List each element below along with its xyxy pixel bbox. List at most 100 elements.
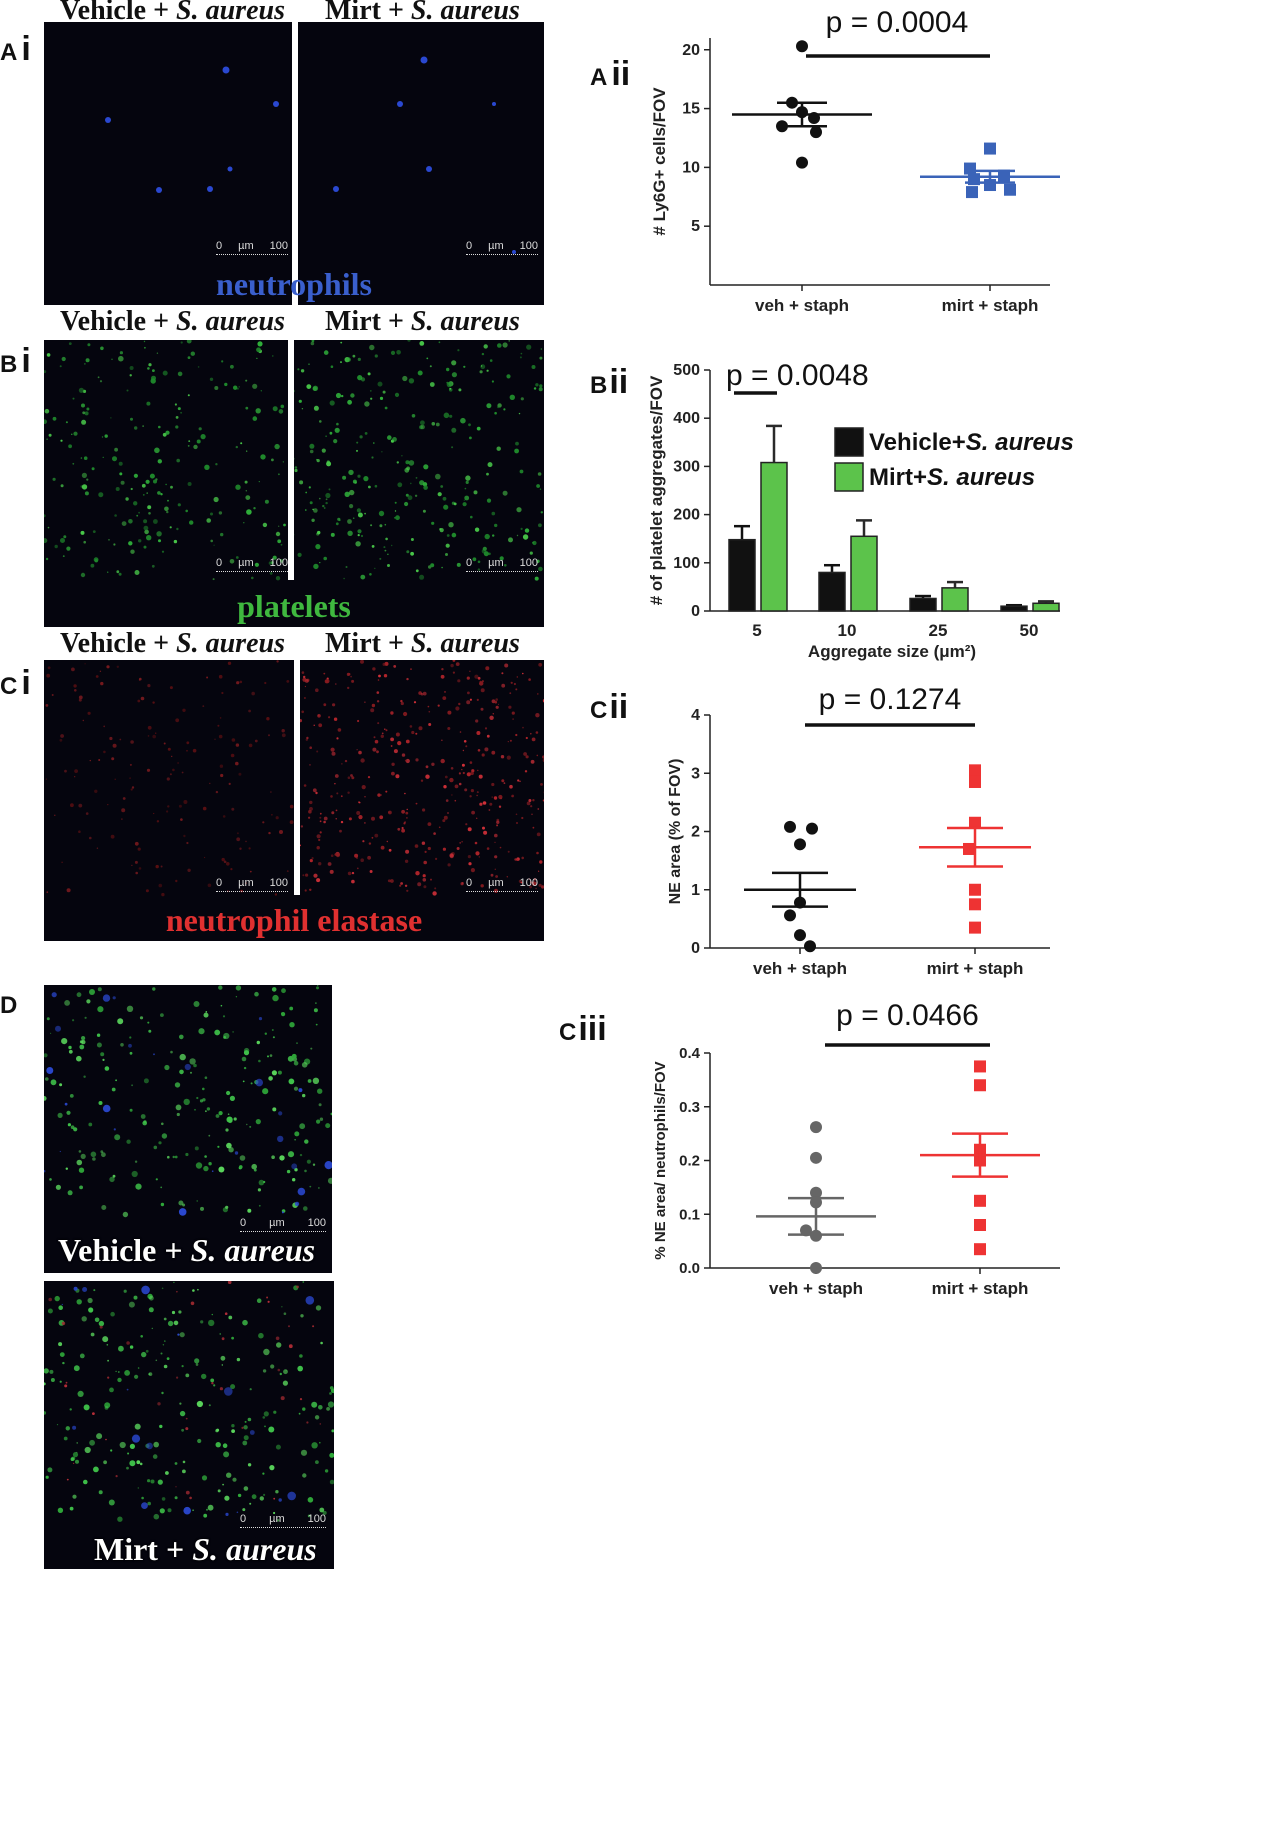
speckle xyxy=(374,354,378,358)
speckle xyxy=(325,498,328,501)
speckle xyxy=(269,572,273,575)
speckle xyxy=(356,508,361,513)
speckle xyxy=(305,1296,315,1305)
speckle xyxy=(539,384,543,388)
speckle xyxy=(50,1032,52,1034)
speckle xyxy=(76,1159,83,1166)
speckle xyxy=(316,986,319,990)
speckle xyxy=(225,1205,229,1209)
speckle xyxy=(82,411,86,415)
speckle xyxy=(147,367,150,370)
speckle xyxy=(65,1381,68,1384)
speckle xyxy=(224,382,228,387)
speckle xyxy=(395,515,400,521)
speckle xyxy=(129,366,134,370)
speckle xyxy=(83,456,88,460)
speckle xyxy=(317,714,321,718)
y-axis-label: # Ly6G+ cells/FOV xyxy=(650,87,669,236)
speckle xyxy=(370,708,375,713)
speckle xyxy=(357,534,360,537)
speckle xyxy=(373,736,376,739)
speckle xyxy=(422,874,426,878)
legend-label: Vehicle+S. aureus xyxy=(869,429,1074,456)
speckle xyxy=(392,437,397,442)
speckle xyxy=(405,493,409,497)
micrograph-merge-mirt: 0 µm 100 Mirt + S. aureus xyxy=(44,1281,334,1569)
speckle xyxy=(220,1004,223,1007)
speckle xyxy=(128,1301,135,1308)
speckle xyxy=(113,1128,116,1131)
speckle xyxy=(400,882,403,885)
speckle xyxy=(115,1079,117,1082)
speckle xyxy=(462,771,465,775)
speckle xyxy=(160,865,163,868)
speckle xyxy=(531,365,536,369)
speckle xyxy=(275,531,281,537)
speckle xyxy=(228,1147,234,1153)
speckle xyxy=(90,1332,95,1337)
speckle xyxy=(251,576,254,580)
speckle xyxy=(462,749,465,752)
speckle xyxy=(138,539,142,543)
speckle xyxy=(119,1441,126,1449)
speckle xyxy=(481,680,484,683)
speckle xyxy=(96,1433,103,1440)
speckle xyxy=(477,560,481,564)
speckle xyxy=(292,1178,296,1182)
speckle xyxy=(239,1155,246,1161)
speckle xyxy=(249,1430,255,1435)
speckle xyxy=(519,469,524,474)
speckle xyxy=(360,758,365,763)
speckle xyxy=(379,524,383,528)
speckle xyxy=(74,769,78,773)
speckle xyxy=(190,351,195,356)
speckle xyxy=(352,479,357,484)
speckle xyxy=(363,476,369,482)
speckle xyxy=(329,1479,334,1485)
speckle xyxy=(70,803,74,808)
speckle xyxy=(54,1295,60,1302)
speckle xyxy=(465,475,471,481)
speckle xyxy=(235,743,240,747)
speckle xyxy=(64,1384,68,1388)
speckle xyxy=(88,1122,93,1127)
speckle xyxy=(236,681,240,685)
speckle xyxy=(102,1058,105,1061)
speckle xyxy=(491,782,495,787)
speckle xyxy=(499,797,503,800)
speckle xyxy=(333,439,338,444)
y-tick-label: 3 xyxy=(691,765,700,782)
speckle xyxy=(133,473,138,478)
speckle xyxy=(69,1506,74,1511)
speckle xyxy=(514,448,519,454)
speckle xyxy=(364,796,366,798)
speckle xyxy=(193,1001,200,1007)
speckle xyxy=(177,503,181,507)
speckle xyxy=(383,546,386,549)
speckle xyxy=(508,705,512,709)
speckle xyxy=(528,678,531,681)
speckle xyxy=(312,788,317,793)
speckle xyxy=(337,517,341,521)
speckle xyxy=(52,477,56,481)
speckle xyxy=(137,1367,140,1369)
speckle xyxy=(304,889,307,892)
speckle xyxy=(417,370,423,376)
speckle xyxy=(301,671,305,674)
speckle xyxy=(81,1039,86,1045)
speckle xyxy=(271,1155,275,1159)
speckle xyxy=(169,686,173,690)
speckle xyxy=(129,1036,132,1039)
speckle xyxy=(119,472,123,476)
speckle xyxy=(204,856,206,859)
speckle xyxy=(369,344,375,351)
speckle xyxy=(423,464,429,470)
speckle xyxy=(275,1444,281,1450)
speckle xyxy=(494,411,497,415)
speckle xyxy=(106,1344,109,1346)
speckle xyxy=(442,819,446,823)
speckle xyxy=(129,777,131,779)
speckle xyxy=(456,562,461,567)
data-point xyxy=(784,820,796,833)
speckle xyxy=(322,1510,327,1515)
